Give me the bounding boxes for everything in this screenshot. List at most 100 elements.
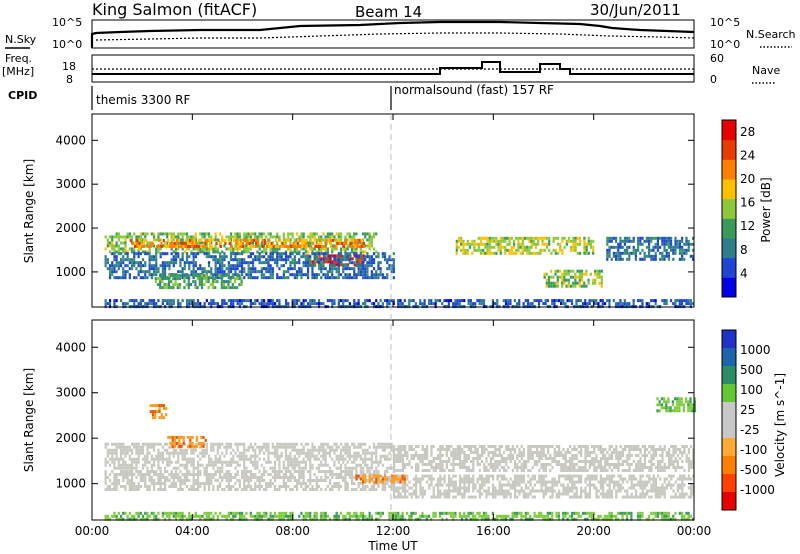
data-cell bbox=[639, 448, 642, 451]
data-cell bbox=[497, 239, 500, 243]
data-cell bbox=[518, 299, 521, 303]
data-cell bbox=[141, 270, 145, 274]
data-cell bbox=[152, 488, 156, 491]
data-cell bbox=[200, 286, 204, 290]
data-cell bbox=[130, 235, 134, 239]
data-cell bbox=[415, 486, 418, 490]
data-cell bbox=[337, 276, 340, 280]
data-cell bbox=[267, 267, 270, 271]
data-cell bbox=[350, 261, 354, 265]
data-cell bbox=[537, 299, 541, 303]
data-cell bbox=[322, 479, 325, 482]
data-cell bbox=[194, 232, 197, 236]
data-cell bbox=[593, 463, 596, 466]
data-cell bbox=[135, 235, 138, 239]
data-cell bbox=[670, 239, 673, 243]
data-cell bbox=[262, 232, 266, 236]
data-cell bbox=[159, 454, 162, 458]
data-cell bbox=[304, 247, 307, 251]
data-cell bbox=[690, 445, 693, 448]
data-cell bbox=[430, 454, 433, 457]
data-cell bbox=[583, 236, 586, 240]
data-cell bbox=[478, 469, 481, 472]
data-cell bbox=[115, 476, 118, 479]
data-cell bbox=[304, 463, 307, 467]
data-cell bbox=[179, 482, 182, 485]
data-cell bbox=[674, 466, 677, 469]
data-cell bbox=[163, 457, 167, 461]
data-cell bbox=[366, 276, 369, 280]
data-cell bbox=[293, 264, 296, 268]
data-cell bbox=[466, 248, 469, 252]
data-cell bbox=[276, 235, 279, 239]
data-cell bbox=[108, 299, 112, 303]
data-cell bbox=[335, 442, 338, 446]
data-cell bbox=[650, 466, 653, 469]
data-cell bbox=[185, 448, 189, 452]
data-cell bbox=[289, 232, 292, 236]
data-cell bbox=[313, 454, 316, 458]
data-cell bbox=[300, 476, 303, 479]
data-cell bbox=[566, 466, 569, 469]
data-cell bbox=[146, 473, 149, 476]
data-cell bbox=[174, 250, 178, 254]
data-cell bbox=[295, 451, 299, 455]
data-cell bbox=[199, 264, 202, 268]
data-cell bbox=[168, 485, 171, 488]
data-cell bbox=[495, 251, 498, 255]
data-cell bbox=[361, 273, 365, 277]
data-cell bbox=[225, 448, 228, 452]
data-cell bbox=[392, 267, 395, 271]
data-cell bbox=[249, 442, 252, 446]
data-cell bbox=[196, 442, 200, 446]
data-cell bbox=[141, 442, 145, 446]
data-cell bbox=[543, 236, 546, 240]
data-cell bbox=[287, 302, 290, 306]
data-cell bbox=[163, 479, 167, 482]
data-cell bbox=[461, 466, 464, 469]
data-cell bbox=[214, 238, 217, 242]
data-cell bbox=[309, 261, 312, 265]
data-cell bbox=[634, 257, 638, 261]
data-cell bbox=[399, 474, 402, 478]
data-cell bbox=[562, 454, 565, 457]
data-cell bbox=[273, 476, 277, 479]
data-cell bbox=[117, 250, 120, 254]
data-cell bbox=[227, 476, 230, 479]
data-cell bbox=[359, 442, 362, 446]
data-cell bbox=[251, 270, 255, 274]
data-cell bbox=[167, 245, 170, 249]
data-cell bbox=[355, 252, 358, 256]
data-cell bbox=[227, 463, 230, 467]
data-cell bbox=[104, 463, 107, 467]
data-cell bbox=[661, 460, 664, 463]
data-cell bbox=[439, 451, 442, 454]
data-cell bbox=[221, 261, 224, 265]
data-cell bbox=[146, 445, 149, 449]
data-cell bbox=[135, 451, 138, 455]
data-cell bbox=[133, 302, 136, 306]
data-cell bbox=[229, 277, 232, 281]
data-cell bbox=[482, 248, 485, 252]
data-cell bbox=[519, 245, 522, 249]
data-cell bbox=[317, 252, 321, 256]
data-cell bbox=[350, 276, 354, 280]
data-cell bbox=[348, 258, 351, 262]
data-cell bbox=[196, 250, 200, 254]
data-cell bbox=[168, 299, 171, 303]
data-cell bbox=[234, 244, 237, 248]
data-cell bbox=[432, 302, 435, 306]
data-cell bbox=[568, 299, 571, 303]
data-cell bbox=[648, 251, 651, 255]
data-cell bbox=[344, 442, 347, 446]
data-cell bbox=[482, 236, 485, 240]
data-cell bbox=[495, 242, 498, 246]
data-cell bbox=[227, 273, 230, 277]
data-cell bbox=[339, 247, 343, 251]
data-cell bbox=[150, 470, 153, 473]
data-cell bbox=[130, 466, 134, 470]
data-cell bbox=[339, 457, 343, 461]
data-cell bbox=[404, 454, 407, 457]
data-cell bbox=[152, 460, 156, 464]
data-cell bbox=[124, 302, 127, 306]
